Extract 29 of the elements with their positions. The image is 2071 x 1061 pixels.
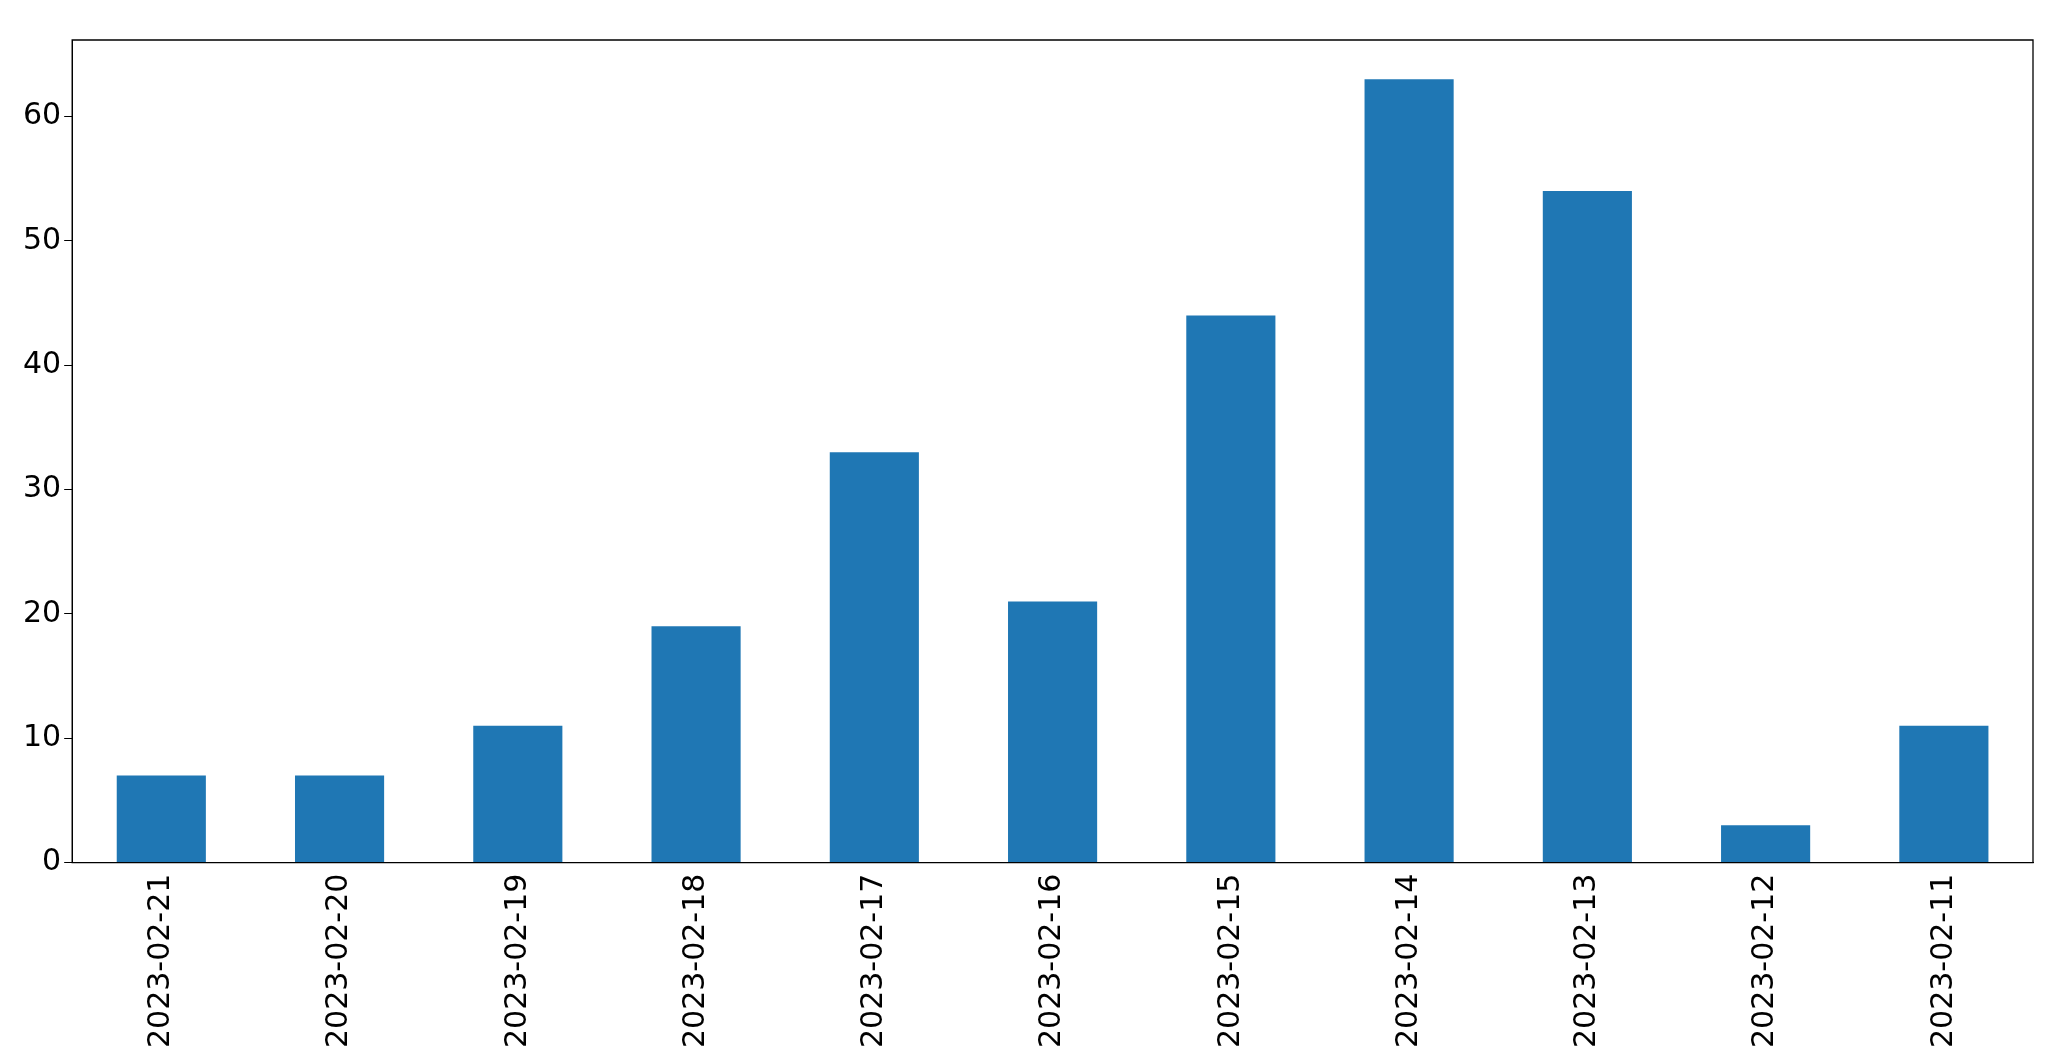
x-tick-label: 2023-02-14 [1388, 873, 1424, 1049]
x-tick-label: 2023-02-20 [319, 873, 355, 1049]
y-tick-label: 0 [42, 842, 62, 878]
y-tick-label: 10 [22, 718, 62, 754]
bar [116, 775, 206, 863]
y-tick-label: 20 [22, 593, 62, 629]
x-tick-label: 2023-02-12 [1745, 873, 1781, 1049]
y-tick-label: 30 [22, 469, 62, 505]
bar [1899, 725, 1989, 863]
x-tick-label: 2023-02-11 [1923, 873, 1959, 1049]
x-tick-label: 2023-02-16 [1032, 873, 1068, 1049]
x-tick-label: 2023-02-21 [141, 873, 177, 1049]
x-tick-label: 2023-02-13 [1567, 873, 1603, 1049]
bar [829, 452, 919, 863]
bar [1186, 315, 1276, 863]
bar [1364, 79, 1454, 863]
x-tick-label: 2023-02-15 [1210, 873, 1246, 1049]
bar [1721, 825, 1811, 863]
y-tick-label: 50 [22, 220, 62, 256]
bar [473, 725, 563, 863]
x-tick-label: 2023-02-17 [854, 873, 890, 1049]
x-tick-label: 2023-02-19 [497, 873, 533, 1049]
x-tick-label: 2023-02-18 [675, 873, 711, 1049]
y-tick-label: 60 [22, 96, 62, 132]
bar [651, 626, 741, 863]
bar [295, 775, 385, 863]
y-tick-label: 40 [22, 345, 62, 380]
bar [1542, 191, 1632, 863]
bar [1008, 601, 1098, 863]
